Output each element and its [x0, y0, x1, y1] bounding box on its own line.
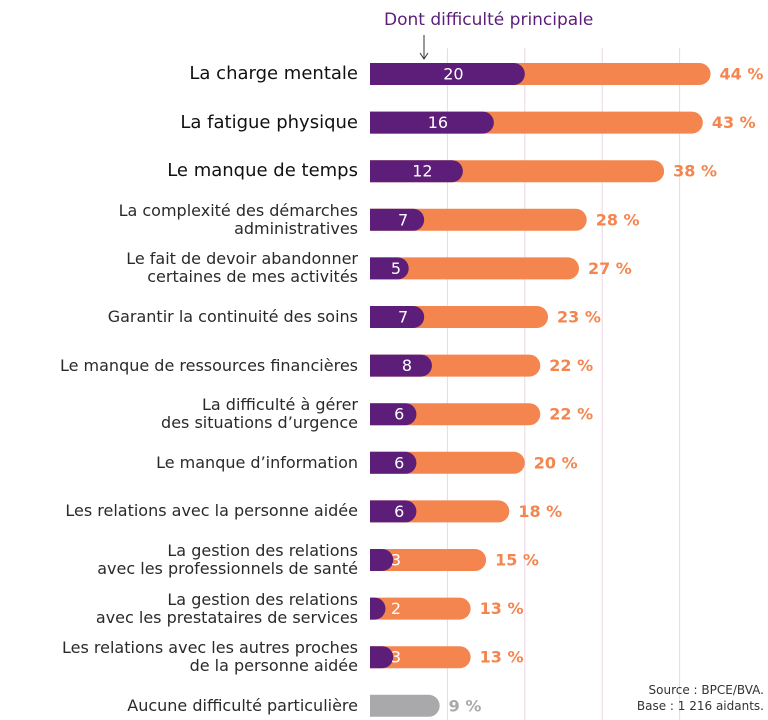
bar	[370, 646, 471, 669]
bar	[370, 500, 417, 523]
category-label: La gestion des relations avec les presta…	[95, 589, 358, 627]
category-label: La charge mentale	[189, 63, 358, 84]
category-label: Le manque de temps	[167, 160, 358, 182]
source: Source : BPCE/BVA.	[648, 683, 764, 697]
value-label: 3	[391, 648, 401, 667]
value-label: 16	[428, 113, 448, 132]
bar	[370, 63, 525, 85]
bar	[370, 549, 394, 571]
value-label: 7	[398, 308, 408, 327]
category-label: La gestion des relations avec les profes…	[97, 541, 358, 578]
value-label: 6	[394, 502, 404, 521]
bar	[370, 208, 587, 231]
category-label: La complexité des démarches administrati…	[118, 200, 358, 238]
bar	[370, 257, 579, 280]
value-label: 13 %	[480, 648, 524, 667]
bar	[370, 646, 394, 669]
bar	[370, 306, 425, 328]
category-label: Le manque de ressources financières	[59, 355, 358, 375]
value-label: 9 %	[449, 696, 482, 715]
bar	[370, 257, 409, 280]
category-label: Garantir la continuité des soins	[107, 307, 358, 326]
legend-label: Dont difficulté principale	[384, 10, 593, 30]
value-label: 28 %	[596, 210, 640, 229]
category-label: Aucune difficulté particulière	[127, 695, 358, 715]
bar	[370, 111, 494, 134]
value-label: 38 %	[673, 162, 717, 181]
bar	[370, 451, 417, 474]
legend-arrow-head	[419, 52, 429, 60]
bar	[370, 208, 425, 231]
category-label: Le manque d’information	[156, 452, 358, 472]
value-label: 27 %	[588, 259, 632, 278]
value-label: 7	[398, 210, 408, 229]
value-label: 23 %	[557, 308, 601, 327]
bar	[370, 160, 463, 183]
category-label: Le fait de devoir abandonner certaines d…	[126, 249, 358, 287]
value-label: 44 %	[720, 65, 764, 84]
category-label: La difficulté à gérer des situations d’u…	[161, 395, 358, 433]
category-label: Les relations avec la personne aidée	[65, 501, 358, 521]
value-label: 3	[391, 551, 401, 570]
bar	[370, 403, 417, 426]
value-label: 12	[412, 162, 432, 181]
value-label: 20	[443, 65, 463, 84]
value-label: 8	[402, 356, 412, 375]
value-label: 6	[394, 453, 404, 472]
value-label: 43 %	[712, 113, 756, 132]
bar	[370, 694, 440, 717]
bar	[370, 597, 386, 620]
value-label: 18 %	[518, 502, 562, 521]
value-label: 6	[394, 405, 404, 424]
source: Base : 1 216 aidants.	[636, 699, 764, 713]
value-label: 2	[391, 599, 401, 618]
value-label: 22 %	[549, 405, 593, 424]
value-label: 13 %	[480, 599, 524, 618]
value-label: 22 %	[549, 356, 593, 375]
bar	[370, 354, 432, 377]
value-label: 5	[391, 259, 401, 278]
value-label: 20 %	[534, 453, 578, 472]
category-label: Les relations avec les autres proches de…	[62, 638, 358, 676]
bar	[370, 549, 487, 571]
category-label: La fatigue physique	[180, 111, 358, 133]
bar	[370, 597, 471, 620]
value-label: 15 %	[495, 551, 539, 570]
